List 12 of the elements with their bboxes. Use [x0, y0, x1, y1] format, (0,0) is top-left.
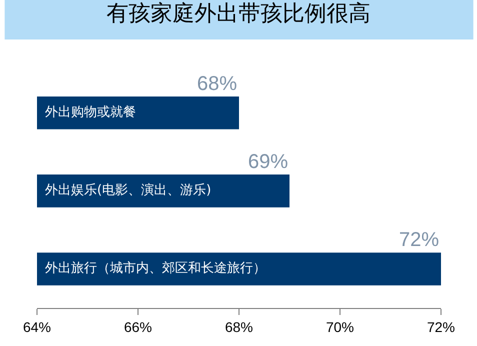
- y-tick-label: 外出购物或就餐: [45, 105, 136, 120]
- data-label: 72%: [399, 229, 440, 251]
- x-tick-label: 72%: [426, 318, 456, 335]
- x-tick-label: 70%: [326, 318, 354, 335]
- y-tick-label: 外出旅行（城市内、郊区和长途旅行）: [45, 261, 266, 276]
- y-tick-label: 外出娱乐(电影、演出、游乐): [45, 183, 212, 198]
- x-tick-label: 64%: [22, 318, 52, 335]
- x-tick-label: 68%: [224, 318, 254, 335]
- chart-title: 有孩家庭外出带孩比例很高: [106, 2, 370, 27]
- x-tick-label: 66%: [124, 318, 152, 335]
- data-label: 69%: [248, 151, 288, 173]
- data-label: 68%: [197, 73, 238, 95]
